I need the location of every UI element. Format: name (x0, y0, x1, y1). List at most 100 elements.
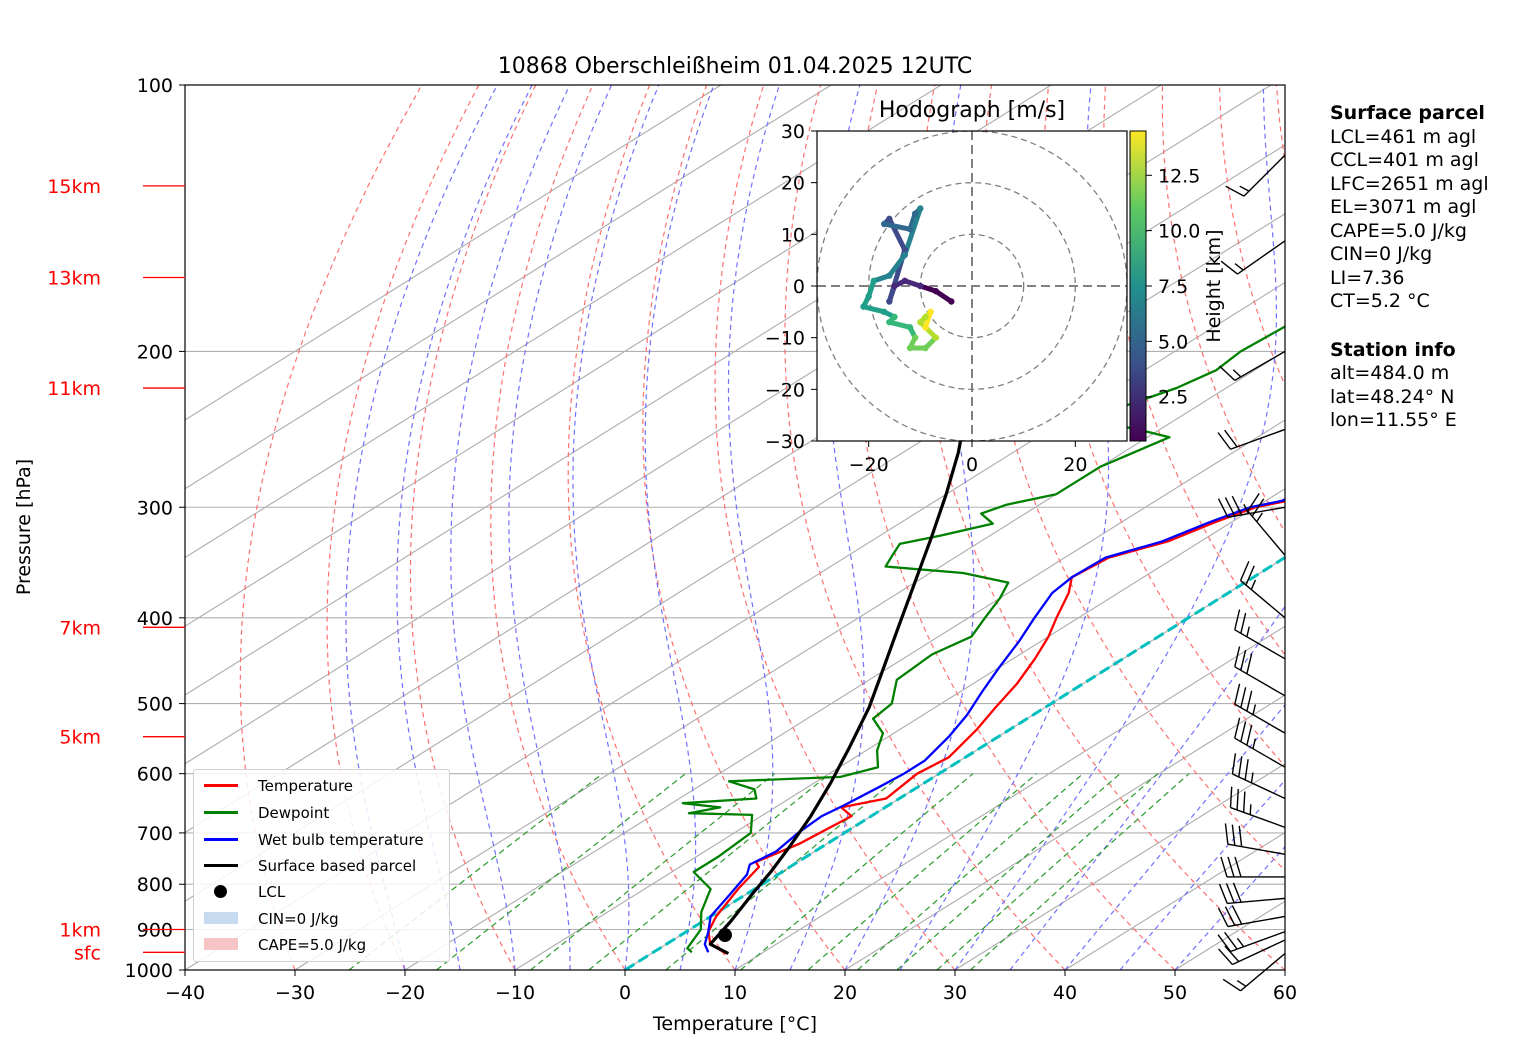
legend-item-temperature: Temperature (202, 776, 353, 796)
hodograph-point (865, 293, 872, 300)
x-tick-label: −10 (495, 982, 535, 1004)
surface-line: LCL=461 m agl (1330, 125, 1477, 148)
legend-label: Wet bulb temperature (258, 831, 424, 849)
barb-shaft (1237, 240, 1286, 275)
dry-adiabat (642, 85, 846, 970)
hodograph-y-tick-label: −30 (765, 431, 805, 453)
dry-adiabat (490, 85, 626, 970)
hodograph-point (901, 277, 909, 285)
barb-half (1249, 804, 1252, 815)
barb-flag (1234, 683, 1241, 705)
surface-line: EL=3071 m agl (1330, 196, 1477, 218)
barb-flag (1231, 495, 1243, 516)
barb-shaft (1227, 915, 1286, 928)
x-tick-label: 50 (1163, 982, 1187, 1004)
surface-line: CAPE=5.0 J/kg (1330, 219, 1467, 242)
moist-adiabat (727, 85, 780, 970)
wind-barb (1218, 939, 1286, 966)
hodograph-point (932, 334, 940, 341)
legend-item-cin: CIN=0 J/kg (202, 909, 339, 929)
hodograph-point (886, 272, 893, 279)
hodograph-point (886, 215, 893, 223)
hodograph-point (906, 324, 914, 331)
x-tick-label: −20 (385, 982, 425, 1004)
surface-line: LI=7.36 (1330, 266, 1405, 289)
mixing-ratio-line (740, 773, 974, 970)
hodograph-inset: −20 0 20 30 20 10 0 −10 −20 −30 Hodograph [m/s] 2… (765, 98, 1225, 476)
barb-flag (1225, 883, 1235, 904)
colorbar-tick-label: 12.5 (1158, 165, 1200, 187)
colorbar-tick-label: 7.5 (1158, 276, 1188, 298)
hodograph-point (927, 308, 934, 316)
x-axis-label: Temperature [°C] (652, 1013, 817, 1035)
wind-barb (1217, 495, 1286, 519)
barb-flag (1246, 653, 1253, 674)
barb-flag (1225, 185, 1245, 197)
moist-adiabat (954, 85, 1277, 970)
wind-barb (1217, 905, 1286, 928)
barb-half (1252, 738, 1257, 749)
hodograph-segment (917, 319, 939, 341)
data-lines (681, 325, 1285, 955)
dry-adiabat (567, 85, 736, 970)
wind-barb (1234, 683, 1286, 734)
station-line: alt=484.0 m (1330, 362, 1450, 384)
parcel-line (708, 350, 968, 955)
x-tick-label: −40 (165, 982, 205, 1004)
barb-flag (1238, 756, 1243, 778)
barb-shaft (1232, 773, 1286, 800)
dewpoint-line (681, 325, 1285, 954)
hodograph-point (891, 282, 898, 290)
isotherm-line (404, 419, 1285, 970)
hodograph-point (880, 220, 888, 228)
y-tick-label: 700 (137, 823, 173, 845)
surface-line: CIN=0 J/kg (1330, 243, 1433, 265)
barb-half (1236, 979, 1247, 987)
barb-shaft (1230, 806, 1286, 829)
moist-adiabat (1174, 845, 1285, 970)
moist-adiabat (1064, 703, 1285, 970)
legend-item-wetbulb: Wet bulb temperature (202, 830, 424, 850)
barb-flag (1234, 717, 1241, 739)
hodograph-segment (886, 319, 913, 330)
mixing-ratio-line (588, 773, 831, 970)
hodograph-point (917, 318, 924, 326)
hodograph-point (922, 344, 929, 352)
barb-half (1250, 579, 1257, 590)
moist-adiabat (899, 85, 1110, 970)
hodograph-point (917, 205, 924, 212)
barb-half (1246, 626, 1250, 637)
legend-label: Surface based parcel (258, 857, 417, 875)
barb-flag (1231, 824, 1236, 846)
station-line: lon=11.55° E (1330, 409, 1457, 431)
hodograph-y-tick-label: 20 (781, 173, 805, 195)
barb-flag (1240, 612, 1247, 634)
barb-shaft (1234, 737, 1286, 768)
hodograph-y-tick-label: 10 (781, 224, 805, 246)
y-tick-label: 500 (137, 694, 173, 716)
barb-half (1250, 772, 1254, 783)
dry-adiabat (1504, 85, 1517, 970)
barb-flag (1217, 498, 1229, 518)
barb-half (1234, 263, 1244, 271)
hodograph-points (860, 205, 955, 352)
barb-shaft (1234, 703, 1286, 734)
background-lines (185, 85, 1517, 970)
barb-flag (1224, 429, 1238, 448)
barb-flag (1239, 561, 1250, 581)
barb-flag (1220, 856, 1228, 878)
chart-title: 10868 Oberschleißheim 01.04.2025 12UTC (498, 54, 973, 79)
wind-barb (1224, 823, 1286, 855)
barb-shaft (1240, 580, 1286, 619)
legend-label: CAPE=5.0 J/kg (258, 936, 367, 954)
mixing-ratio-line (970, 773, 1190, 970)
barb-flag (1224, 945, 1240, 963)
x-tick-label: 20 (833, 982, 857, 1004)
isotherm-line (185, 85, 1052, 627)
isotherm-line (185, 85, 722, 421)
barb-flag (1234, 609, 1241, 630)
barb-half (1256, 512, 1264, 523)
barb-flag (1236, 789, 1239, 810)
barb-flag (1232, 882, 1242, 903)
